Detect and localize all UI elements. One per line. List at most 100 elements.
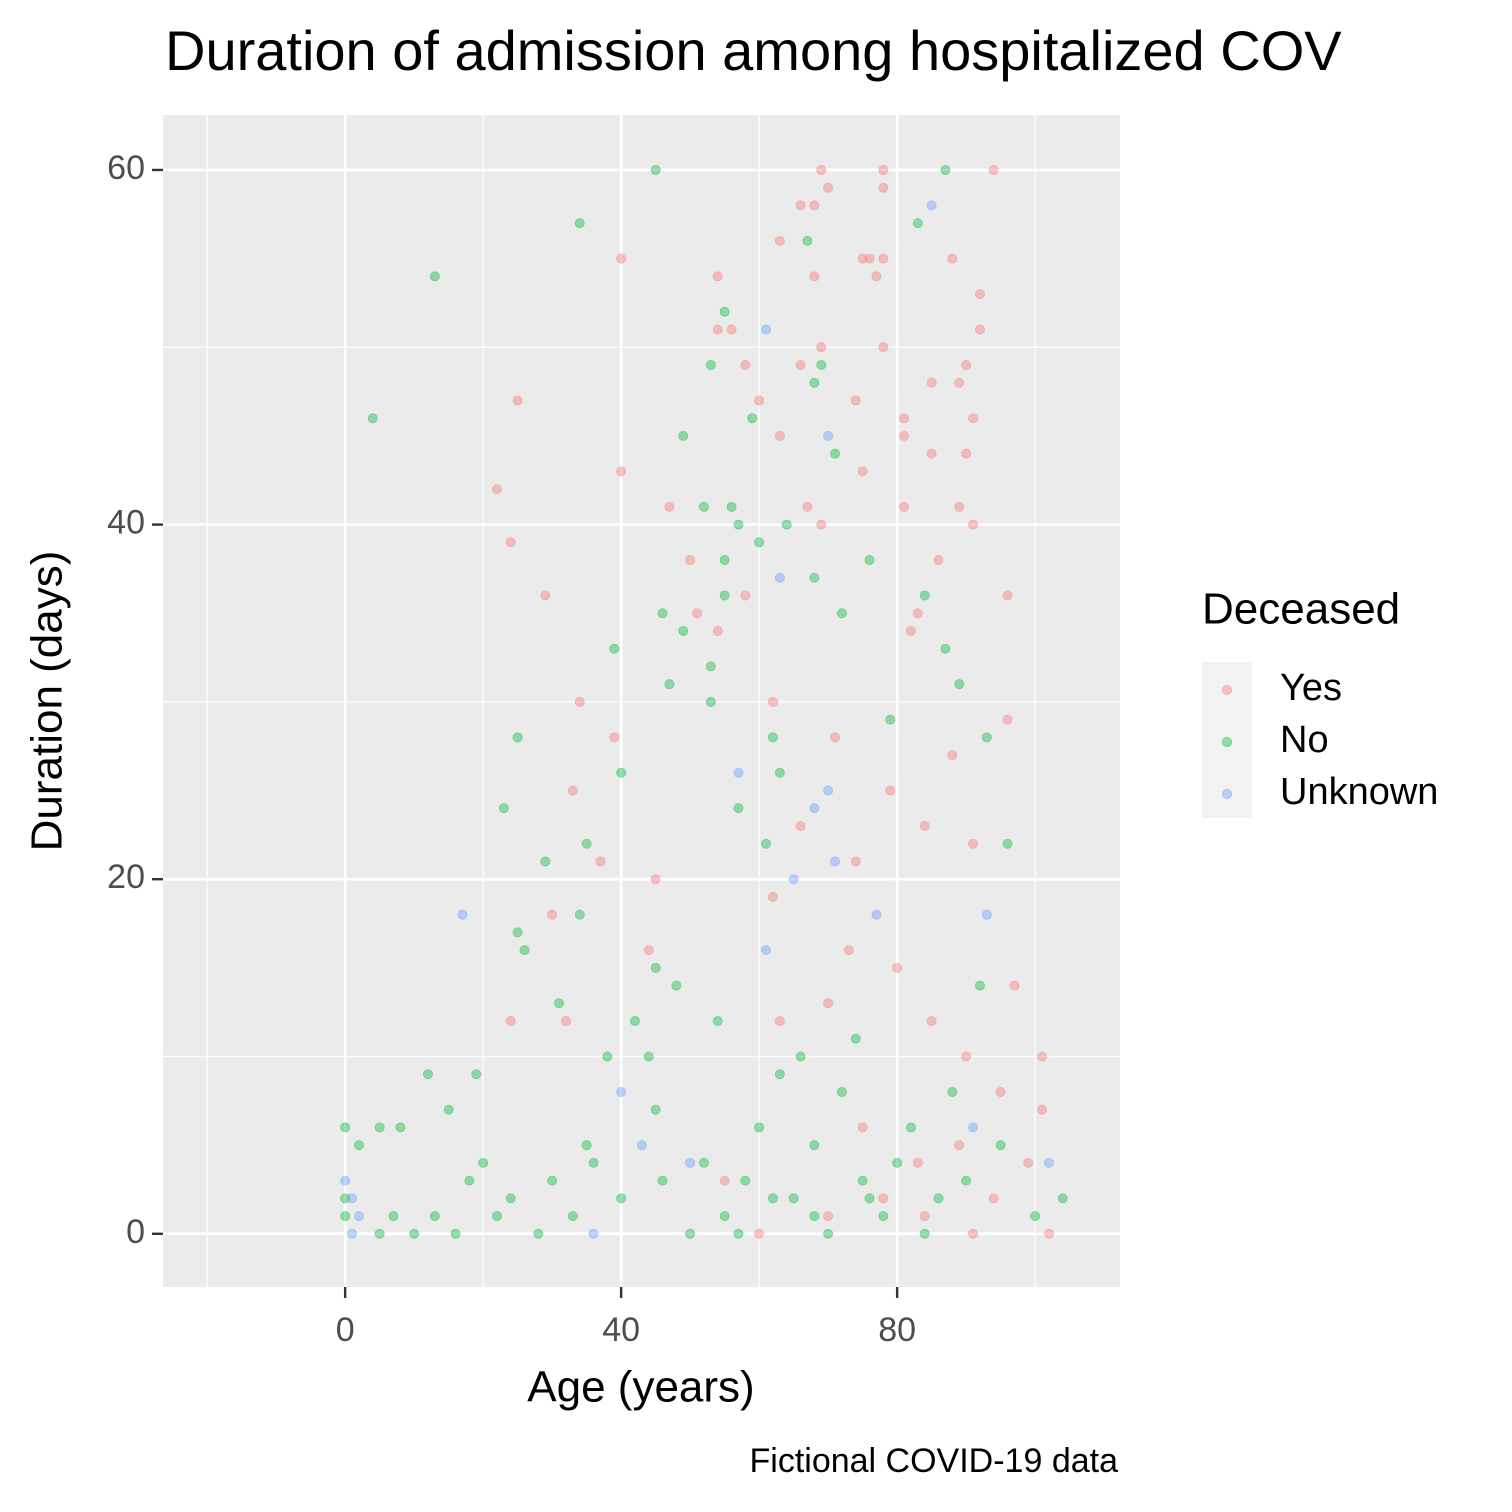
point (616, 767, 627, 778)
point (478, 1157, 489, 1168)
point (574, 218, 585, 229)
point (512, 732, 523, 743)
point (988, 1193, 999, 1204)
point (519, 945, 530, 956)
point (823, 182, 834, 193)
point (878, 342, 889, 353)
point (988, 164, 999, 175)
point (823, 785, 834, 796)
point (643, 945, 654, 956)
point (712, 324, 723, 335)
point (919, 590, 930, 601)
point (1037, 1104, 1048, 1115)
point (919, 1211, 930, 1222)
point (878, 182, 889, 193)
caption: Fictional COVID-19 data (750, 1442, 1119, 1480)
point (968, 838, 979, 849)
point (961, 448, 972, 459)
point (968, 1122, 979, 1133)
point (1043, 1228, 1054, 1239)
point (981, 909, 992, 920)
point (650, 962, 661, 973)
point (823, 1211, 834, 1222)
point (905, 625, 916, 636)
point (809, 200, 820, 211)
grid (163, 115, 1120, 1287)
point (781, 519, 792, 530)
point (1009, 980, 1020, 991)
point (864, 253, 875, 264)
point (816, 164, 827, 175)
point (616, 253, 627, 264)
point (774, 767, 785, 778)
point (899, 413, 910, 424)
point (733, 803, 744, 814)
point (574, 696, 585, 707)
x-tick-label: 0 (336, 1311, 355, 1349)
point (857, 253, 868, 264)
point (340, 1122, 351, 1133)
point (443, 1104, 454, 1115)
point (705, 696, 716, 707)
point (919, 821, 930, 832)
point (871, 909, 882, 920)
point (968, 413, 979, 424)
point (809, 377, 820, 388)
point (740, 590, 751, 601)
point (464, 1175, 475, 1186)
point (974, 980, 985, 991)
point (954, 1140, 965, 1151)
point (340, 1175, 351, 1186)
point (560, 1016, 571, 1027)
point (954, 679, 965, 690)
point (657, 1175, 668, 1186)
point (788, 1193, 799, 1204)
y-tick-label: 20 (107, 858, 145, 896)
legend-key (1221, 736, 1233, 748)
point (802, 235, 813, 246)
point (926, 448, 937, 459)
point (347, 1228, 358, 1239)
point (678, 625, 689, 636)
point (505, 537, 516, 548)
point (1057, 1193, 1068, 1204)
point (830, 732, 841, 743)
point (588, 1228, 599, 1239)
point (843, 945, 854, 956)
point (767, 696, 778, 707)
point (947, 1086, 958, 1097)
point (616, 466, 627, 477)
point (816, 360, 827, 371)
point (961, 1051, 972, 1062)
point (816, 342, 827, 353)
point (850, 395, 861, 406)
point (981, 732, 992, 743)
point (754, 537, 765, 548)
point (719, 306, 730, 317)
point (595, 856, 606, 867)
point (795, 200, 806, 211)
point (712, 1016, 723, 1027)
chart-title: Duration of admission among hospitalized… (165, 19, 1342, 82)
point (857, 466, 868, 477)
point (457, 909, 468, 920)
x-axis-title: Age (years) (527, 1363, 754, 1412)
point (795, 821, 806, 832)
point (429, 1211, 440, 1222)
point (705, 661, 716, 672)
point (885, 714, 896, 725)
y-tick-label: 0 (126, 1213, 145, 1251)
point (836, 1086, 847, 1097)
point (919, 1228, 930, 1239)
point (712, 625, 723, 636)
point (761, 945, 772, 956)
point (933, 555, 944, 566)
point (899, 430, 910, 441)
point (947, 750, 958, 761)
point (823, 1228, 834, 1239)
point (1002, 590, 1013, 601)
point (968, 1228, 979, 1239)
point (830, 856, 841, 867)
point (657, 608, 668, 619)
